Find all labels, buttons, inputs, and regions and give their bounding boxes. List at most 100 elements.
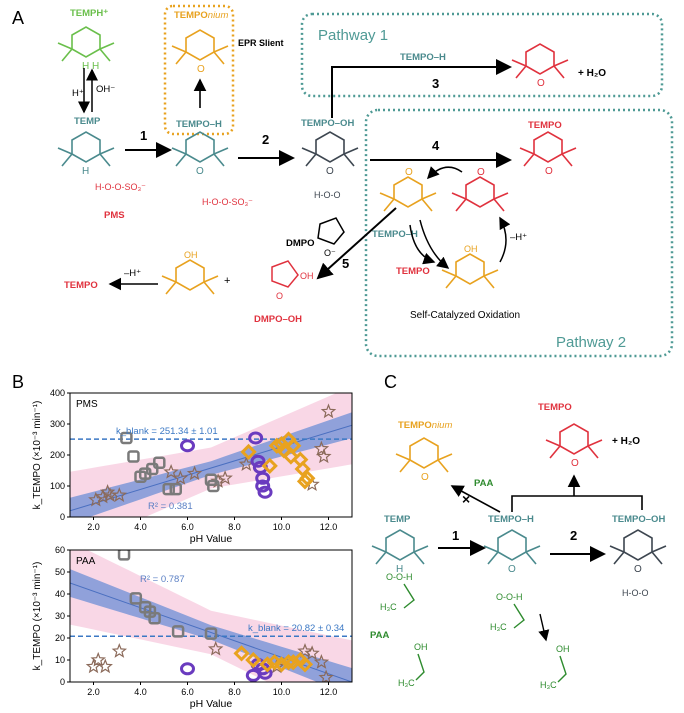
tempo-oh-label: TEMPO–OH	[301, 118, 354, 129]
temponium-molecule: O	[171, 29, 229, 75]
data-point-diamond	[282, 448, 300, 465]
x-tick-label: 8.0	[228, 687, 241, 697]
data-point-square	[204, 627, 218, 640]
svg-text:H: H	[396, 564, 403, 575]
pathway-1-box	[300, 12, 664, 98]
acetic-acid-right: OH H₃C	[540, 644, 570, 690]
data-point-diamond	[233, 645, 250, 662]
data-point-circle	[180, 439, 195, 453]
data-point-star	[316, 448, 332, 464]
paa-arrow-label: PAA	[474, 478, 493, 489]
data-point-square	[153, 456, 166, 469]
y-tick-label: 30	[55, 611, 65, 621]
temponium-box	[163, 4, 235, 136]
r2-label: R² = 0.381	[148, 501, 193, 512]
x-axis-label: pH Value	[190, 698, 233, 710]
svg-text:O: O	[405, 167, 413, 178]
data-point-circle	[257, 485, 273, 499]
svg-text:O-O-H: O-O-H	[496, 592, 523, 602]
cycle-arrow-left	[419, 219, 450, 269]
svg-text:O: O	[421, 472, 429, 483]
temponium-molecule-c: O	[395, 437, 453, 483]
data-point-square	[148, 611, 161, 625]
svg-text:O: O	[545, 166, 553, 177]
plot-area	[70, 550, 352, 682]
y-tick-label: 40	[55, 589, 65, 599]
data-point-diamond	[296, 656, 314, 673]
data-point-star	[90, 651, 106, 667]
data-point-star	[163, 463, 179, 479]
data-point-star	[313, 654, 330, 669]
h2o-label-c: + H₂O	[612, 436, 640, 447]
data-point-star	[297, 643, 313, 658]
y-tick-label: 50	[55, 567, 65, 577]
plot-area	[70, 393, 352, 517]
data-point-circle	[255, 479, 271, 493]
temp-label-c: TEMP	[384, 514, 411, 525]
svg-text:H₃C: H₃C	[398, 678, 415, 688]
tempo-h-label-c: TEMPO–H	[488, 514, 534, 525]
panel-name-label: PMS	[76, 399, 98, 410]
data-point-diamond	[259, 656, 276, 673]
data-point-diamond	[245, 651, 262, 669]
data-point-star	[320, 403, 337, 419]
blank-label: k_blank = 20.82 ± 0.34	[248, 623, 344, 634]
step-5-label: 5	[342, 256, 349, 271]
x-tick-label: 2.0	[87, 522, 100, 532]
self-cat-label: Self-Catalyzed Oxidation	[410, 310, 520, 321]
svg-text:O: O	[477, 167, 485, 178]
y-tick-label: 200	[50, 450, 65, 460]
tempo-oh-hoo: H-O-O	[314, 190, 341, 200]
svg-text:O: O	[196, 166, 204, 177]
data-point-star	[111, 643, 128, 658]
svg-text:O: O	[537, 78, 545, 89]
data-point-star	[97, 658, 113, 674]
arrow-to-acetic-right	[538, 613, 550, 642]
arrow-3	[331, 59, 512, 118]
hydroxylamine-left: OH	[161, 250, 219, 295]
blocked-arrow	[450, 485, 501, 513]
x-axis-label: pH Value	[190, 533, 233, 545]
blank-label: k_blank = 251.34 ± 1.01	[116, 426, 218, 437]
hydroxylamine-molecule: OH	[441, 244, 499, 289]
cycle-arrow-top	[426, 166, 463, 180]
paa-structure-left: O-O-H H₃C	[380, 572, 415, 612]
svg-text:O: O	[326, 166, 334, 177]
data-point-diamond	[268, 437, 285, 454]
dmpo-molecule: O⁻	[317, 217, 345, 258]
tempo-oh-hoo-c: H-O-O	[622, 588, 649, 598]
data-point-diamond	[285, 654, 302, 671]
svg-text:H₃C: H₃C	[540, 680, 557, 690]
svg-text:O⁻: O⁻	[324, 248, 336, 258]
dmpo-oh-molecule: OH O	[271, 260, 314, 301]
data-point-square	[129, 592, 143, 605]
x-tick-label: 10.0	[273, 522, 291, 532]
epr-label: EPR Slient	[238, 38, 284, 48]
y-tick-label: 400	[50, 388, 65, 398]
svg-text:H₃C: H₃C	[490, 622, 507, 632]
y-tick-label: 60	[55, 545, 65, 555]
tempo-label-top: TEMPO	[528, 120, 562, 131]
svg-text:OH: OH	[556, 644, 570, 654]
x-tick-label: 12.0	[320, 687, 338, 697]
step-1-label-c: 1	[452, 528, 459, 543]
arrow-5	[316, 207, 397, 280]
panel-c: C TEMPOnium O TEMPO O + H₂O × PAA TEMP H…	[370, 372, 667, 690]
svg-text:OH: OH	[414, 642, 428, 652]
data-point-circle	[180, 662, 195, 676]
oxoammonium-molecule: O	[379, 167, 437, 212]
step-3-label: 3	[432, 76, 439, 91]
svg-text:O: O	[571, 458, 579, 469]
panel-a-label: A	[12, 8, 24, 28]
tempo-label-c: TEMPO	[538, 402, 572, 413]
tempo-label-p2: TEMPO	[396, 266, 430, 277]
tempo-molecule-c: O	[545, 423, 603, 469]
pathway-1-label: Pathway 1	[318, 27, 388, 44]
panel-c-label: C	[384, 372, 397, 392]
hplus-label: H⁺	[72, 88, 84, 99]
paa-label-c: PAA	[370, 630, 389, 641]
data-point-star	[318, 669, 334, 682]
